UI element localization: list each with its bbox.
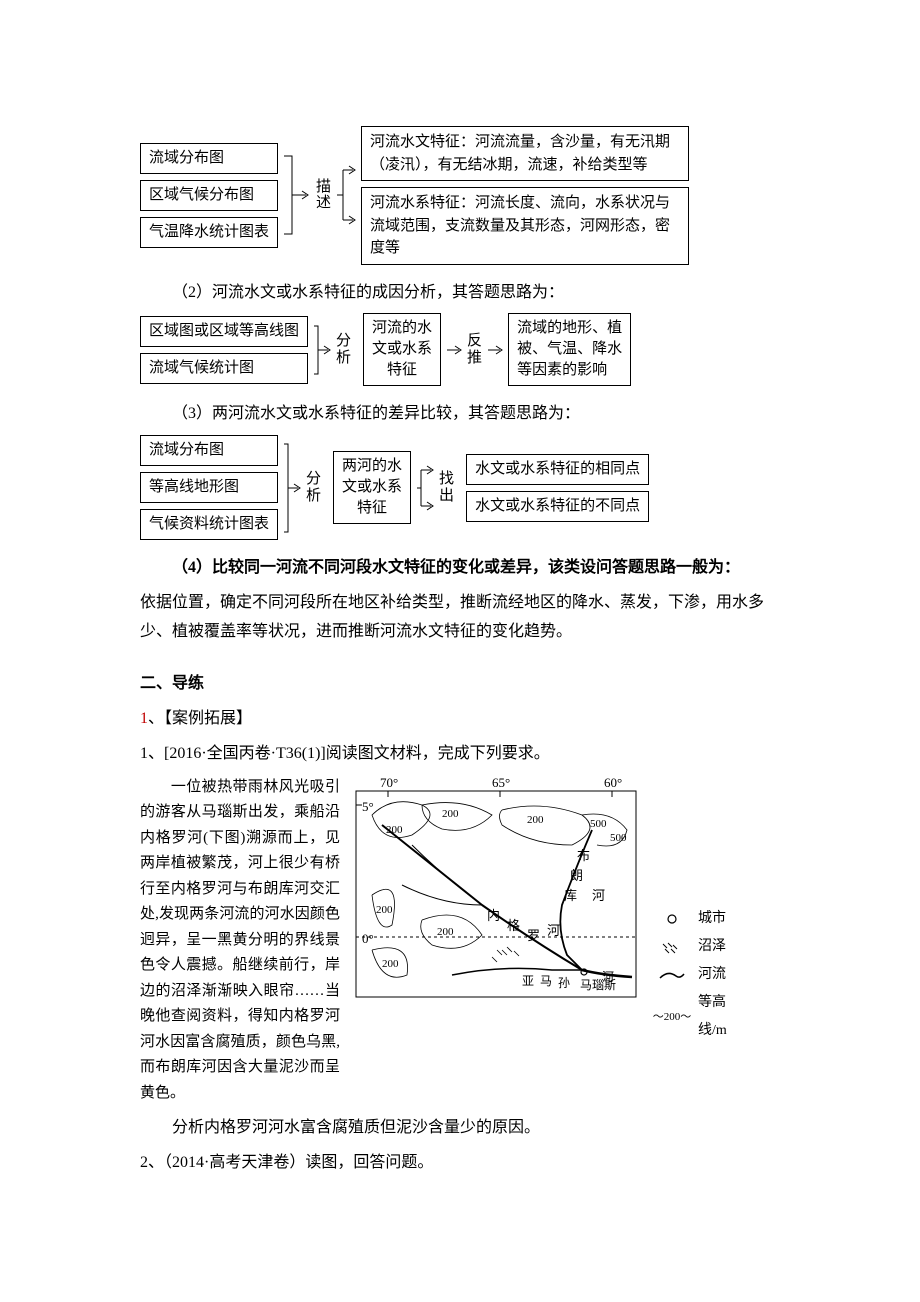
d2-mid-box: 河流的水 文或水系 特征 [363, 313, 441, 386]
d3-left-box-2: 等高线地形图 [140, 472, 278, 503]
d2-left-box-2: 流域气候统计图 [140, 353, 308, 384]
case1-block: 一位被热带雨林风光吸引的游客从马瑙斯出发，乘船沿内格罗河(下图)溯源而上，见两岸… [140, 775, 780, 1107]
d3-left-box-3: 气候资料统计图表 [140, 509, 278, 540]
legend-contour-label: 等高线/m [698, 989, 754, 1045]
svg-text:河: 河 [547, 923, 560, 938]
d2-conn1 [312, 320, 332, 380]
contour-icon: 〜200〜 [654, 1006, 690, 1028]
svg-text:朗: 朗 [570, 868, 583, 883]
d3-mid-box: 两河的水 文或水系 特征 [333, 451, 411, 524]
svg-text:库: 库 [564, 888, 577, 903]
d2-conn2 [445, 340, 463, 360]
legend-river-label: 河流 [698, 961, 726, 989]
svg-text:罗: 罗 [527, 928, 540, 943]
diagram-3: 流域分布图 等高线地形图 气候资料统计图表 分 析 两河的水 文或水系 特征 找… [140, 435, 780, 540]
svg-text:200: 200 [442, 808, 459, 820]
diagram-1: 流域分布图 区域气候分布图 气温降水统计图表 描 述 河流水文特征：河流流量，含… [140, 126, 780, 265]
d1-right-box-2: 河流水系特征：河流长度、流向，水系状况与流域范围，支流数量及其形态，河网形态，密… [361, 187, 689, 265]
city-icon [654, 912, 690, 926]
case1-q2: 分析内格罗河河水富含腐殖质但泥沙含量少的原因。 [140, 1114, 780, 1143]
svg-text:200: 200 [527, 814, 544, 826]
lat-label-1: 5° [362, 799, 374, 814]
svg-text:内: 内 [487, 908, 500, 923]
d2-conn1-label: 分 析 [336, 333, 351, 366]
section-2-heading: 二、导练 [140, 670, 780, 699]
diagram1-left-col: 流域分布图 区域气候分布图 气温降水统计图表 [140, 143, 278, 248]
d1-left-box-3: 气温降水统计图表 [140, 217, 278, 248]
d1-arrows-right [335, 150, 357, 240]
arrow-right-icon [486, 340, 504, 360]
bracket-arrow-icon [282, 438, 302, 538]
legend-swamp-label: 沼泽 [698, 933, 726, 961]
legend-contour: 〜200〜 等高线/m [654, 989, 754, 1045]
diagram3-left-col: 流域分布图 等高线地形图 气候资料统计图表 [140, 435, 278, 540]
line-4b: 依据位置，确定不同河段所在地区补给类型，推断流经地区的降水、蒸发，下渗，用水多少… [140, 589, 780, 647]
line-2: （2）河流水文或水系特征的成因分析，其答题思路为： [140, 279, 780, 308]
arrow-right-icon [445, 340, 463, 360]
line-3: （3）两河流水文或水系特征的差异比较，其答题思路为： [140, 400, 780, 429]
d3-conn1-label: 分 析 [306, 471, 321, 504]
swamp-icon [654, 940, 690, 954]
d1-connector [282, 150, 312, 240]
svg-text:亚: 亚 [522, 974, 534, 988]
d3-conn2 [415, 458, 435, 518]
d1-connector-label: 描 述 [316, 179, 331, 212]
case1-text: 一位被热带雨林风光吸引的游客从马瑙斯出发，乘船沿内格罗河(下图)溯源而上，见两岸… [140, 775, 340, 1107]
lon-label-3: 60° [604, 775, 622, 790]
split-arrow-icon [335, 150, 357, 240]
d2-right-box: 流域的地形、植 被、气温、降水 等因素的影响 [508, 313, 631, 386]
diagram-2: 区域图或区域等高线图 流域气候统计图 分 析 河流的水 文或水系 特征 反 推 … [140, 313, 780, 386]
d1-left-box-1: 流域分布图 [140, 143, 278, 174]
svg-text:河: 河 [602, 970, 614, 984]
legend-city: 城市 [654, 905, 754, 933]
legend-city-label: 城市 [698, 905, 726, 933]
svg-text:布: 布 [577, 848, 590, 863]
d1-right-box-1: 河流水文特征：河流流量，含沙量，有无汛期（凌汛），有无结冰期，流速，补给类型等 [361, 126, 689, 181]
legend-river: 河流 [654, 961, 754, 989]
case-heading-num: 1 [140, 710, 148, 727]
lon-label-2: 65° [492, 775, 510, 790]
case1-question: 1、[2016·全国丙卷·T36(1)]阅读图文材料，完成下列要求。 [140, 740, 780, 769]
diagram2-left-col: 区域图或区域等高线图 流域气候统计图 [140, 316, 308, 384]
case1-text-p1: 一位被热带雨林风光吸引的游客从马瑙斯出发，乘船沿内格罗河(下图)溯源而上，见两岸… [140, 775, 340, 1107]
d3-left-box-1: 流域分布图 [140, 435, 278, 466]
svg-text:孙: 孙 [558, 976, 570, 990]
svg-text:500: 500 [590, 818, 607, 830]
map-svg: 70° 65° 60° 5° 0° 200 200 200 [352, 775, 642, 1005]
lat-label-2: 0° [362, 931, 374, 946]
d3-right-box-2: 水文或水系特征的不同点 [466, 491, 649, 522]
d3-right-box-1: 水文或水系特征的相同点 [466, 454, 649, 485]
svg-text:200: 200 [382, 958, 399, 970]
svg-text:格: 格 [507, 918, 520, 933]
svg-text:200: 200 [376, 904, 393, 916]
bracket-arrow-icon [312, 320, 332, 380]
d1-left-box-2: 区域气候分布图 [140, 180, 278, 211]
svg-text:马: 马 [540, 974, 552, 988]
case-heading: 1、【案例拓展】 [140, 705, 780, 734]
svg-text:200: 200 [437, 926, 454, 938]
line-4a: （4）比较同一河流不同河段水文特征的变化或差异，该类设问答题思路一般为： [140, 554, 780, 583]
case1-map: 70° 65° 60° 5° 0° 200 200 200 [352, 775, 642, 1016]
svg-text:河: 河 [592, 888, 605, 903]
case2-q: 2、（2014·高考天津卷）读图，回答问题。 [140, 1149, 780, 1178]
map-legend: 城市 沼泽 河流 〜200〜 等高线/m [654, 775, 754, 1045]
d2-conn2-label: 反 推 [467, 333, 482, 366]
diagram3-right-col: 水文或水系特征的相同点 水文或水系特征的不同点 [466, 454, 649, 522]
d2-conn2b [486, 340, 504, 360]
split-arrow-icon [415, 458, 435, 518]
lon-label-1: 70° [380, 775, 398, 790]
d3-conn2-label: 找 出 [439, 471, 454, 504]
d3-conn1 [282, 438, 302, 538]
river-icon [654, 968, 690, 982]
legend-swamp: 沼泽 [654, 933, 754, 961]
svg-text:500: 500 [610, 832, 627, 844]
bracket-arrow-icon [282, 150, 312, 240]
d2-left-box-1: 区域图或区域等高线图 [140, 316, 308, 347]
diagram1-right-col: 河流水文特征：河流流量，含沙量，有无汛期（凌汛），有无结冰期，流速，补给类型等 … [361, 126, 689, 265]
